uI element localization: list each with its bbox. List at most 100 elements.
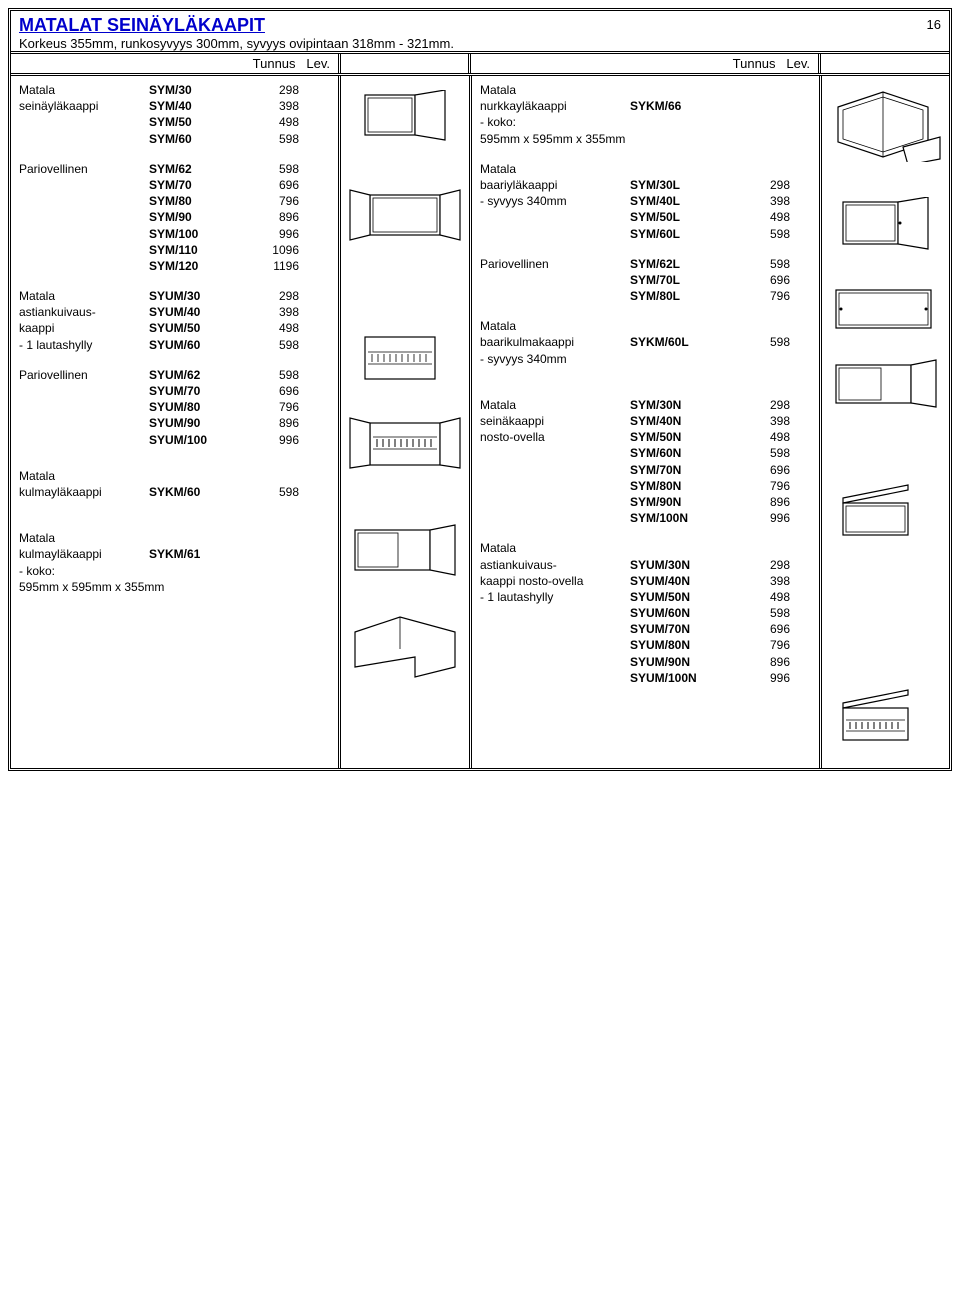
price: 996 bbox=[740, 510, 790, 526]
price: 298 bbox=[249, 288, 299, 304]
code: SYKM/61 bbox=[149, 546, 249, 562]
header-spacer-left bbox=[341, 54, 471, 73]
code: SYUM/90N bbox=[630, 654, 740, 670]
label: Matala bbox=[19, 288, 149, 304]
price: 598 bbox=[740, 445, 790, 461]
price: 796 bbox=[740, 637, 790, 653]
group-sykm60: Matala kulmayläkaappiSYKM/60598 bbox=[19, 468, 330, 500]
label: - 1 lautashylly bbox=[19, 337, 149, 353]
group-sym-single: MatalaSYM/30298 seinäyläkaappiSYM/40398 … bbox=[19, 82, 330, 147]
label: seinäkaappi bbox=[480, 413, 630, 429]
label: Matala bbox=[480, 540, 630, 556]
code: SYM/120 bbox=[149, 258, 249, 274]
price: 598 bbox=[249, 484, 299, 500]
label: nurkkayläkaappi bbox=[480, 98, 630, 114]
cabinet-single-door-icon bbox=[345, 82, 465, 152]
code: SYM/62L bbox=[630, 256, 740, 272]
code: SYUM/60 bbox=[149, 337, 249, 353]
label: - syvyys 340mm bbox=[480, 351, 630, 367]
group-syum-n: Matala astiankuivaus-SYUM/30N298 kaappi … bbox=[480, 540, 811, 686]
header-spacer-right bbox=[821, 54, 949, 73]
code: SYKM/66 bbox=[630, 98, 740, 114]
group-sykm60l: Matala baarikulmakaappiSYKM/60L598 - syv… bbox=[480, 318, 811, 367]
header-right: Tunnus Lev. bbox=[471, 54, 821, 73]
label: astiankuivaus- bbox=[19, 304, 149, 320]
label: Matala bbox=[480, 161, 630, 177]
header-tunnus-r: Tunnus bbox=[733, 56, 776, 71]
label: - 1 lautashylly bbox=[480, 589, 630, 605]
left-images bbox=[341, 76, 472, 768]
code: SYUM/90 bbox=[149, 415, 249, 431]
label: Matala bbox=[480, 318, 630, 334]
price: 398 bbox=[740, 413, 790, 429]
l-corner-cabinet-icon bbox=[345, 602, 465, 692]
price: 996 bbox=[249, 432, 299, 448]
price: 498 bbox=[740, 209, 790, 225]
code: SYKM/60 bbox=[149, 484, 249, 500]
code: SYM/30 bbox=[149, 82, 249, 98]
bar-corner-cabinet-icon bbox=[826, 352, 945, 417]
bar-cabinet-icon bbox=[826, 187, 945, 262]
price: 1096 bbox=[249, 242, 299, 258]
code: SYM/50 bbox=[149, 114, 249, 130]
dish-cabinet-icon bbox=[345, 322, 465, 397]
corner-nook-cabinet-icon bbox=[826, 82, 945, 167]
price: 498 bbox=[740, 429, 790, 445]
label: 595mm x 595mm x 355mm bbox=[480, 131, 811, 147]
group-sym-n: MatalaSYM/30N298 seinäkaappiSYM/40N398 n… bbox=[480, 397, 811, 527]
price: 398 bbox=[249, 304, 299, 320]
code: SYUM/30 bbox=[149, 288, 249, 304]
code: SYUM/40N bbox=[630, 573, 740, 589]
code: SYUM/40 bbox=[149, 304, 249, 320]
price: 896 bbox=[249, 415, 299, 431]
price: 696 bbox=[249, 383, 299, 399]
bar-cabinet-pair-icon bbox=[826, 277, 945, 342]
code: SYM/80 bbox=[149, 193, 249, 209]
price: 896 bbox=[249, 209, 299, 225]
code: SYM/60N bbox=[630, 445, 740, 461]
price: 598 bbox=[740, 605, 790, 621]
price: 298 bbox=[249, 82, 299, 98]
price: 796 bbox=[249, 193, 299, 209]
header-tunnus: Tunnus bbox=[253, 56, 296, 71]
code: SYM/50L bbox=[630, 209, 740, 225]
label: nosto-ovella bbox=[480, 429, 630, 445]
code: SYM/30N bbox=[630, 397, 740, 413]
price: 598 bbox=[249, 131, 299, 147]
code: SYUM/80 bbox=[149, 399, 249, 415]
group-sym-pair: PariovellinenSYM/62598 SYM/70696 SYM/807… bbox=[19, 161, 330, 274]
page-frame: MATALAT SEINÄYLÄKAAPIT Korkeus 355mm, ru… bbox=[8, 8, 952, 771]
corner-cabinet-icon bbox=[345, 512, 465, 592]
code: SYUM/62 bbox=[149, 367, 249, 383]
label: Pariovellinen bbox=[19, 367, 149, 383]
left-column: MatalaSYM/30298 seinäyläkaappiSYM/40398 … bbox=[11, 76, 341, 768]
label: - syvyys 340mm bbox=[480, 193, 630, 209]
group-sym-l: Matala baariyläkaappiSYM/30L298 - syvyys… bbox=[480, 161, 811, 242]
code: SYUM/30N bbox=[630, 557, 740, 573]
price: 1196 bbox=[249, 258, 299, 274]
content: MatalaSYM/30298 seinäyläkaappiSYM/40398 … bbox=[11, 76, 949, 768]
price: 696 bbox=[740, 621, 790, 637]
code: SYM/100N bbox=[630, 510, 740, 526]
label: Matala bbox=[480, 82, 630, 98]
page-number: 16 bbox=[927, 15, 941, 32]
label: kaappi bbox=[19, 320, 149, 336]
price: 598 bbox=[740, 334, 790, 350]
code: SYUM/70 bbox=[149, 383, 249, 399]
label: kaappi nosto-ovella bbox=[480, 573, 630, 589]
label: kulmayläkaappi bbox=[19, 546, 149, 562]
code: SYM/60 bbox=[149, 131, 249, 147]
label: baariyläkaappi bbox=[480, 177, 630, 193]
lift-door-cabinet-icon bbox=[826, 472, 945, 547]
code: SYM/90 bbox=[149, 209, 249, 225]
code: SYM/70 bbox=[149, 177, 249, 193]
header-lev-r: Lev. bbox=[786, 56, 810, 71]
code: SYM/40 bbox=[149, 98, 249, 114]
label: Pariovellinen bbox=[19, 161, 149, 177]
label: astiankuivaus- bbox=[480, 557, 630, 573]
group-sym-l-pair: PariovellinenSYM/62L598 SYM/70L696 SYM/8… bbox=[480, 256, 811, 305]
price: 598 bbox=[249, 367, 299, 383]
code: SYM/100 bbox=[149, 226, 249, 242]
label: Pariovellinen bbox=[480, 256, 630, 272]
lift-door-dish-cabinet-icon bbox=[826, 677, 945, 752]
